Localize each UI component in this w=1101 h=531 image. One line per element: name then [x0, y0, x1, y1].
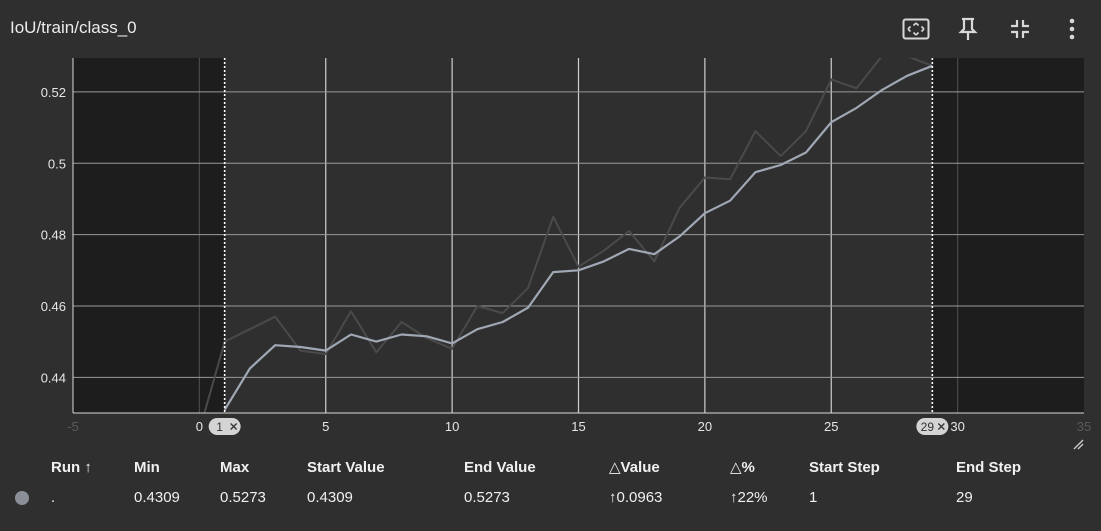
range-end-badge-label: 29	[921, 420, 935, 434]
header-end-step[interactable]: End Step	[956, 458, 1022, 476]
y-tick-label: 0.44	[41, 370, 66, 385]
range-end-badge-bg	[916, 418, 949, 435]
x-tick-label: 25	[824, 419, 838, 434]
card-toolbar	[901, 14, 1087, 44]
line-chart[interactable]: -5 0 5 10 15 20 25 30 35 0.44 0.46 0.48 0.5 0.52 1 29	[0, 0, 1101, 450]
range-start-badge[interactable]: 1	[208, 418, 241, 435]
pin-icon	[958, 17, 978, 40]
x-tick-label: 35	[1077, 419, 1091, 434]
fit-domain-icon	[902, 18, 930, 40]
collapse-icon	[1011, 20, 1029, 38]
cell-end-value: 0.5273	[464, 488, 510, 506]
header-delta-pct[interactable]: △%	[730, 459, 755, 476]
cell-min: 0.4309	[134, 488, 180, 506]
cell-start-step: 1	[809, 488, 818, 506]
cell-delta-value: ↑0.0963	[609, 488, 663, 506]
y-tick-label: 0.48	[41, 228, 66, 243]
table-row[interactable]: . 0.4309 0.5273 0.4309 0.5273 ↑0.0963 ↑2…	[0, 482, 1056, 512]
smoothed-series-line	[223, 64, 933, 411]
raw-series-line	[203, 58, 933, 413]
range-start-badge-bg	[208, 418, 241, 435]
x-tick-label: 0	[196, 419, 203, 434]
x-tick-label: 20	[698, 419, 712, 434]
collapse-button[interactable]	[1005, 14, 1035, 44]
fit-domain-button[interactable]	[901, 14, 931, 44]
chart-title: IoU/train/class_0	[10, 18, 137, 37]
cell-end-step: 29	[956, 488, 973, 506]
summary-header-row: Run ↑ Min Max Start Value End Value △Val…	[0, 452, 1056, 482]
x-tick-label: 10	[445, 419, 459, 434]
cell-start-value: 0.4309	[307, 488, 353, 506]
y-tick-label: 0.5	[48, 156, 66, 171]
header-start-value[interactable]: Start Value	[307, 458, 385, 476]
out-of-range-shade-left	[73, 58, 225, 413]
x-tick-label: 15	[571, 419, 585, 434]
cell-run: .	[51, 488, 56, 506]
resize-handle-icon	[1073, 439, 1084, 450]
y-tick-label: 0.52	[41, 85, 66, 100]
range-end-badge[interactable]: 29	[916, 418, 949, 435]
header-end-value[interactable]: End Value	[464, 458, 536, 476]
header-max[interactable]: Max	[220, 458, 250, 476]
run-color-dot	[15, 490, 29, 505]
header-run[interactable]: Run ↑	[51, 458, 92, 476]
x-tick-label: 5	[322, 419, 329, 434]
cell-delta-pct: ↑22%	[730, 488, 768, 506]
header-start-step[interactable]: Start Step	[809, 458, 880, 476]
out-of-range-shade-right	[932, 58, 1084, 413]
x-tick-label: 30	[950, 419, 964, 434]
close-icon	[230, 423, 238, 430]
close-icon	[937, 423, 945, 430]
more-options-button[interactable]	[1057, 14, 1087, 44]
range-start-badge-label: 1	[216, 420, 223, 434]
header-min[interactable]: Min	[134, 458, 160, 476]
summary-table: Run ↑ Min Max Start Value End Value △Val…	[0, 452, 1056, 512]
more-vert-icon	[1069, 18, 1075, 40]
x-tick-label: -5	[67, 419, 79, 434]
header-delta-value[interactable]: △Value	[609, 459, 660, 476]
pin-button[interactable]	[953, 14, 983, 44]
y-tick-label: 0.46	[41, 299, 66, 314]
cell-max: 0.5273	[220, 488, 266, 506]
